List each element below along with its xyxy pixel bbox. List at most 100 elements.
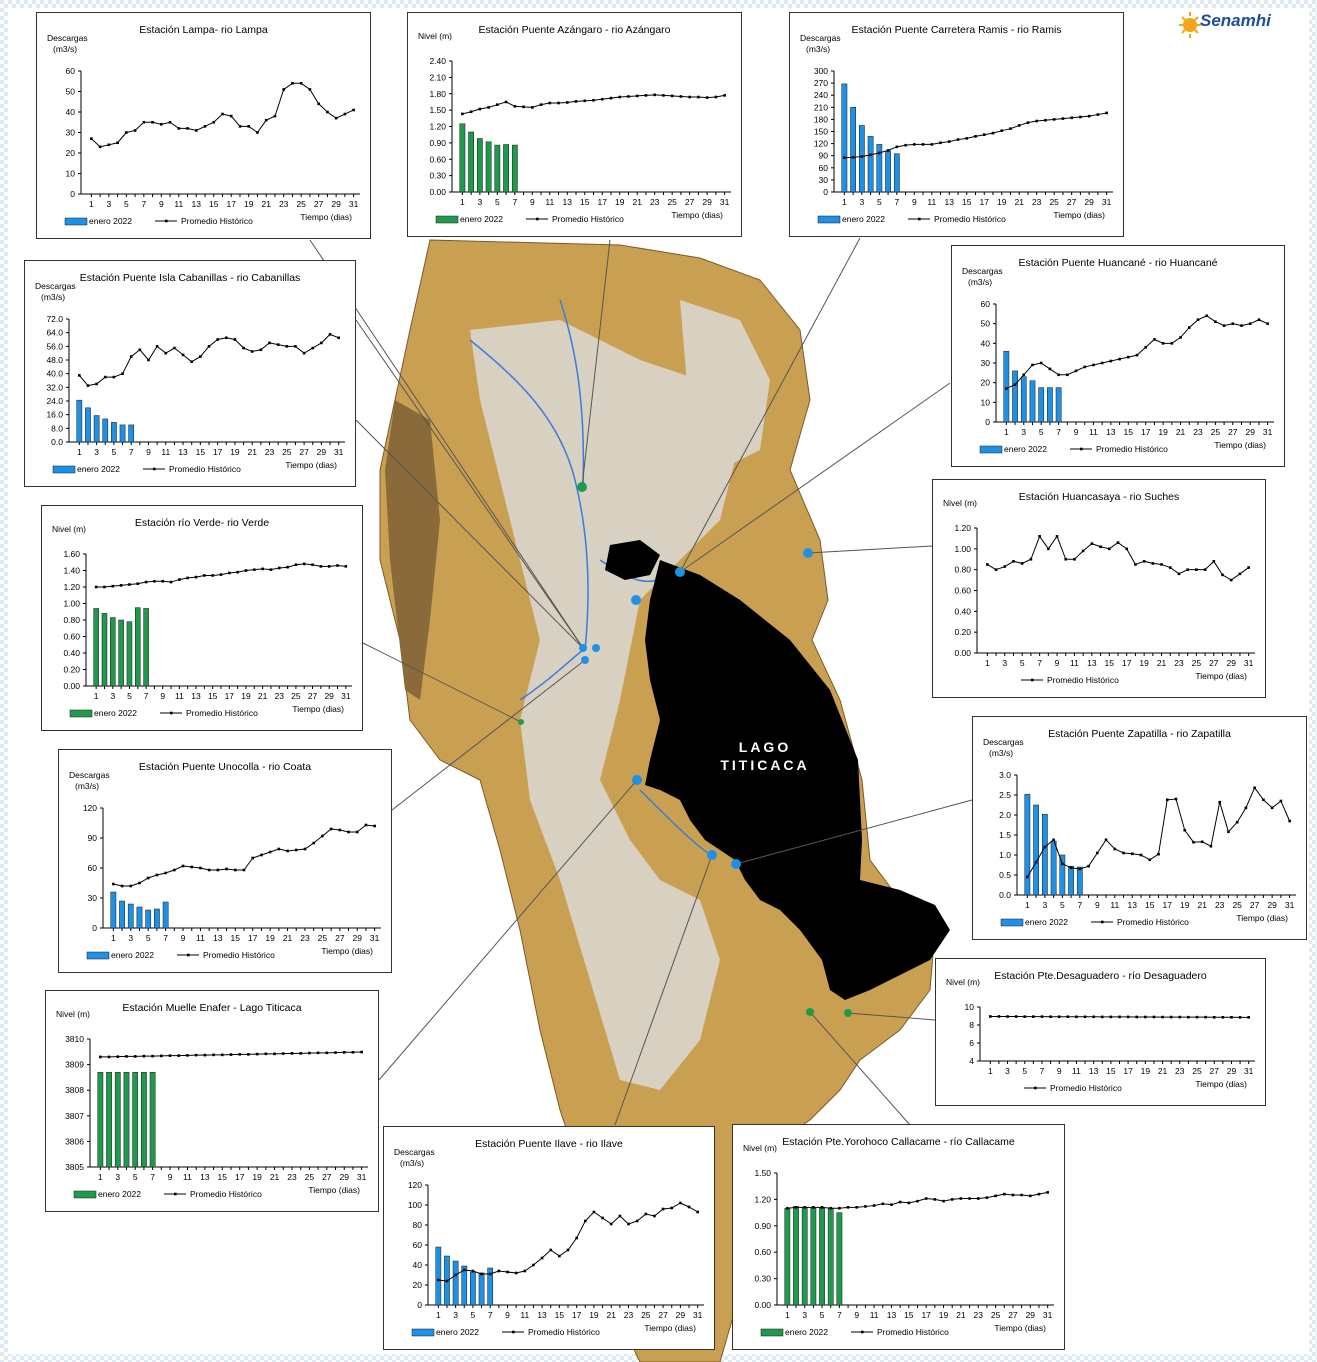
series-point bbox=[583, 99, 587, 103]
y-tick-label: 8.0 bbox=[51, 423, 63, 433]
x-tick-label: 17 bbox=[1123, 1066, 1133, 1076]
x-tick-label: 5 bbox=[133, 1172, 138, 1182]
series-point bbox=[557, 101, 560, 105]
y-tick-label: 1.0 bbox=[999, 850, 1011, 860]
bar bbox=[452, 1260, 459, 1306]
bar bbox=[135, 607, 141, 687]
x-tick-label: 15 bbox=[209, 199, 219, 209]
x-tick-label: 17 bbox=[235, 1172, 245, 1182]
chart-svg: Estación Lampa- rio Lampa Descargas(m3/s)… bbox=[47, 24, 360, 226]
x-tick-label: 5 bbox=[112, 447, 117, 457]
x-tick-label: 25 bbox=[318, 933, 328, 943]
series-point bbox=[1134, 563, 1137, 566]
series-point bbox=[161, 579, 165, 583]
legend-swatch-history-point bbox=[170, 711, 173, 715]
x-axis-label: Tiempo (dias) bbox=[994, 1323, 1046, 1333]
x-tick-label: 5 bbox=[877, 197, 882, 207]
series-point bbox=[317, 102, 320, 106]
x-tick-label: 31 bbox=[720, 197, 730, 207]
y-tick-label: 80 bbox=[413, 1220, 423, 1230]
series-point bbox=[531, 106, 534, 109]
x-tick-label: 21 bbox=[1176, 427, 1186, 437]
series-point bbox=[1073, 557, 1076, 561]
x-tick-label: 1 bbox=[77, 447, 82, 457]
y-axis-label: (m3/s) bbox=[41, 292, 65, 302]
y-tick-label: 40 bbox=[66, 107, 76, 117]
x-tick-label: 13 bbox=[945, 197, 955, 207]
y-tick-label: 0 bbox=[417, 1300, 422, 1310]
y-axis-label: Nivel (m) bbox=[743, 1143, 777, 1153]
series-point bbox=[259, 348, 263, 352]
series-point bbox=[133, 129, 137, 132]
y-tick-label: 90 bbox=[88, 833, 98, 843]
y-axis-label: (m3/s) bbox=[75, 781, 99, 791]
x-tick-label: 17 bbox=[227, 199, 237, 209]
y-tick-label: 120 bbox=[814, 139, 828, 149]
x-tick-label: 11 bbox=[1089, 427, 1098, 437]
series-point bbox=[480, 1272, 483, 1276]
x-tick-label: 1 bbox=[842, 197, 847, 207]
bar bbox=[485, 141, 492, 193]
chart-title: Estación Muelle Enafer - Lago Titicaca bbox=[122, 1002, 301, 1014]
y-axis-label: Descargas bbox=[394, 1147, 435, 1157]
series-point bbox=[144, 580, 148, 584]
x-tick-label: 13 bbox=[200, 1172, 210, 1182]
series-point bbox=[299, 1052, 302, 1055]
series-point bbox=[252, 568, 256, 571]
series-point bbox=[128, 583, 131, 586]
x-tick-label: 27 bbox=[1209, 658, 1219, 668]
series-point bbox=[181, 353, 185, 357]
legend-label-history: Promedio Histórico bbox=[186, 708, 258, 718]
series-point bbox=[976, 1197, 980, 1200]
x-tick-label: 3 bbox=[110, 691, 115, 701]
y-tick-label: 0.0 bbox=[51, 437, 63, 447]
series-point bbox=[1186, 568, 1189, 571]
x-tick-label: 13 bbox=[537, 1310, 547, 1320]
bar bbox=[1055, 387, 1062, 423]
y-tick-label: 1.60 bbox=[63, 549, 80, 559]
x-tick-label: 21 bbox=[632, 197, 642, 207]
series-point bbox=[1014, 1015, 1018, 1018]
series-point bbox=[164, 351, 168, 355]
x-tick-label: 7 bbox=[163, 933, 168, 943]
x-tick-label: 11 bbox=[545, 197, 554, 207]
series-point bbox=[1002, 1192, 1006, 1196]
x-tick-label: 11 bbox=[1110, 900, 1119, 910]
series-point bbox=[469, 110, 473, 114]
series-point bbox=[1247, 566, 1250, 569]
x-tick-label: 17 bbox=[248, 933, 258, 943]
y-tick-label: 3806 bbox=[65, 1136, 84, 1146]
series-point bbox=[838, 1206, 841, 1210]
series-point bbox=[268, 850, 272, 854]
bar bbox=[503, 144, 509, 193]
x-tick-label: 9 bbox=[1055, 658, 1060, 668]
y-tick-label: 0.5 bbox=[999, 870, 1011, 880]
x-axis-label: Tiempo (dias) bbox=[671, 210, 723, 220]
bar bbox=[118, 619, 124, 687]
x-tick-label: 15 bbox=[218, 1172, 228, 1182]
x-tick-label: 15 bbox=[580, 197, 590, 207]
series-point bbox=[1083, 1015, 1087, 1019]
series-point bbox=[1005, 387, 1008, 390]
series-point bbox=[1066, 1015, 1070, 1019]
series-point bbox=[203, 574, 206, 577]
series-point bbox=[913, 143, 916, 146]
x-tick-label: 31 bbox=[693, 1310, 703, 1320]
bar bbox=[841, 83, 848, 193]
chart-title: Estación Puente Zapatilla - rio Zapatill… bbox=[1048, 728, 1231, 740]
series-point bbox=[566, 1248, 570, 1252]
series-point bbox=[1064, 557, 1068, 561]
series-point bbox=[950, 1198, 954, 1201]
y-tick-label: 20 bbox=[66, 148, 76, 158]
station-marker bbox=[806, 1008, 814, 1016]
x-tick-label: 17 bbox=[980, 197, 990, 207]
legend-swatch-history-point bbox=[187, 953, 190, 957]
series-point bbox=[334, 1051, 337, 1054]
series-point bbox=[142, 120, 146, 124]
y-tick-label: 1.40 bbox=[63, 566, 80, 576]
y-tick-label: 270 bbox=[814, 78, 828, 88]
y-tick-label: 32.0 bbox=[46, 382, 63, 392]
series-point bbox=[1130, 852, 1134, 856]
chart-svg: Estación Puente Carretera Ramis - rio Ra… bbox=[800, 24, 1113, 224]
legend-label-current: enero 2022 bbox=[89, 216, 132, 226]
